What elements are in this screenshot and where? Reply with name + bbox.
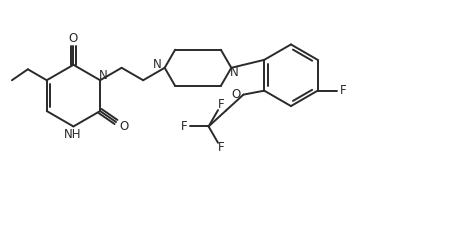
Text: N: N [99, 69, 108, 82]
Text: F: F [181, 120, 187, 133]
Text: O: O [232, 88, 241, 101]
Text: NH: NH [64, 128, 81, 141]
Text: F: F [218, 99, 225, 111]
Text: N: N [230, 66, 238, 79]
Text: F: F [340, 84, 347, 97]
Text: O: O [119, 120, 128, 134]
Text: F: F [218, 141, 225, 154]
Text: O: O [69, 32, 78, 45]
Text: N: N [153, 58, 162, 71]
